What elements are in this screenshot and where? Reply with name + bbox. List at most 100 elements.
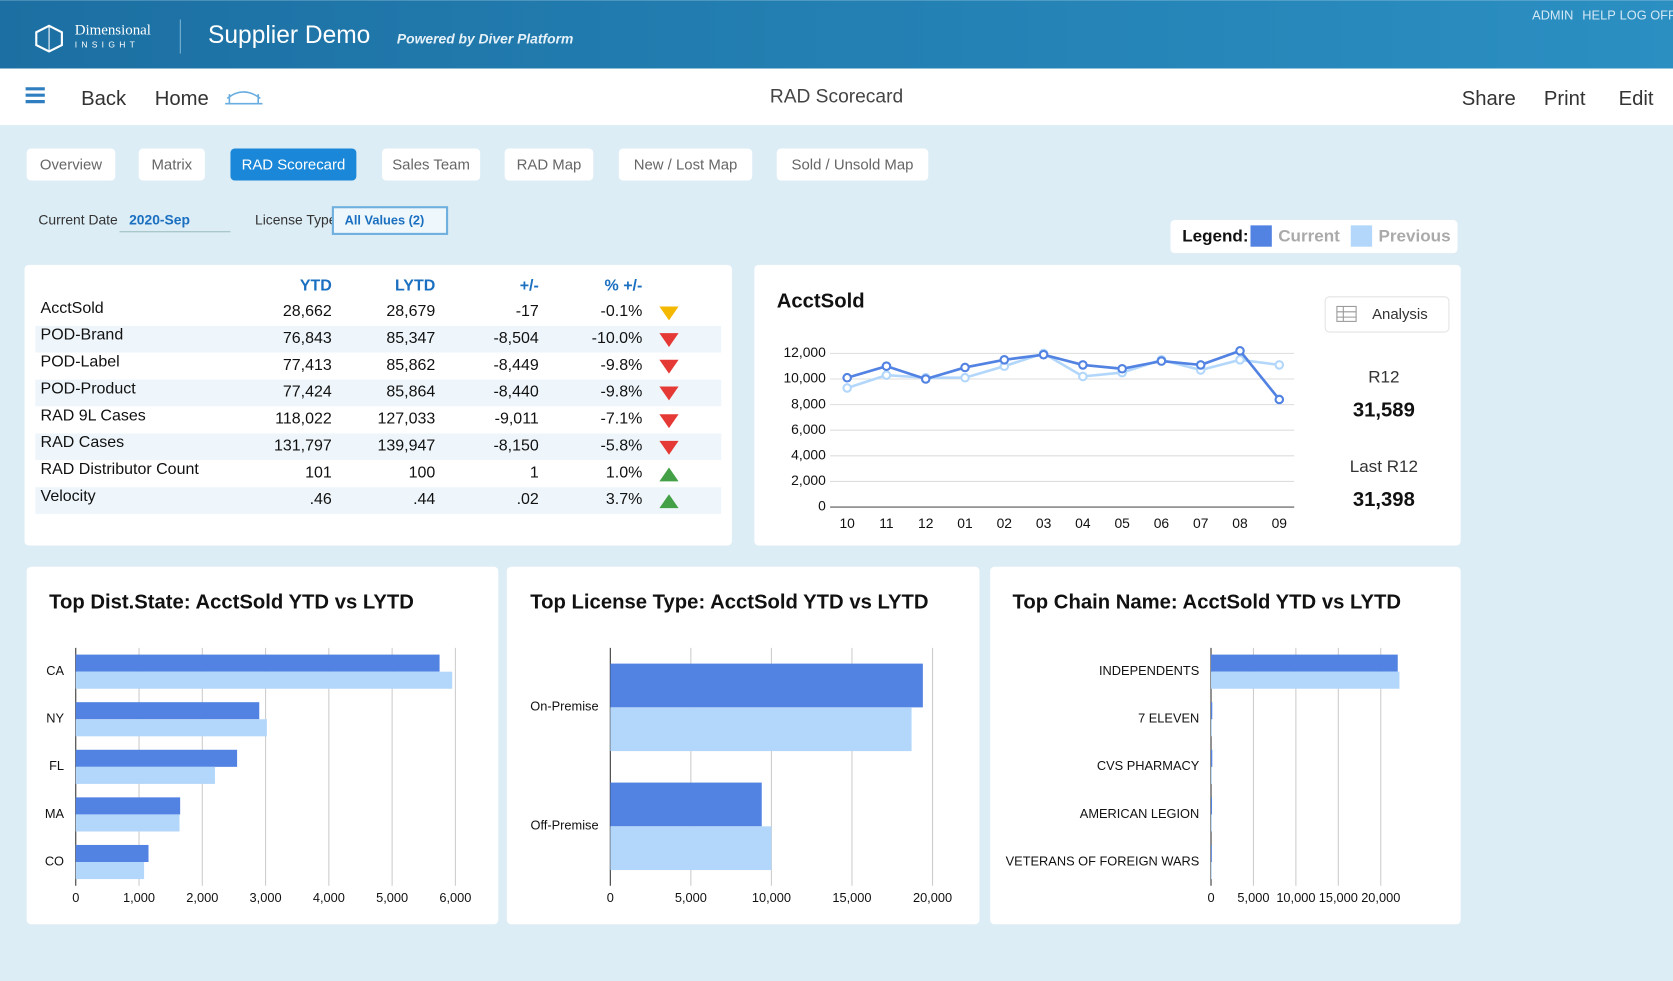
point bbox=[1235, 354, 1245, 365]
edit-button[interactable]: Edit bbox=[1619, 88, 1654, 110]
license-value[interactable]: All Values (2) bbox=[345, 212, 425, 227]
row-label: POD-Product bbox=[41, 380, 137, 397]
bar bbox=[1211, 671, 1400, 689]
x-tick-label: 15,000 bbox=[832, 890, 871, 905]
cell: -5.8% bbox=[601, 437, 643, 454]
cell: -8,504 bbox=[493, 330, 538, 347]
back-button[interactable]: Back bbox=[81, 88, 127, 110]
tab[interactable] bbox=[138, 148, 205, 181]
cell: -8,449 bbox=[493, 357, 538, 374]
tab-label[interactable]: Matrix bbox=[151, 157, 192, 174]
print-button[interactable]: Print bbox=[1544, 88, 1586, 110]
point bbox=[1078, 360, 1088, 370]
bar bbox=[75, 814, 180, 832]
y-tick-label: 0 bbox=[818, 498, 826, 514]
admin-link[interactable]: ADMIN bbox=[1532, 8, 1573, 23]
x-tick-label: 6,000 bbox=[439, 890, 471, 905]
y-tick-label: 12,000 bbox=[783, 344, 826, 360]
last-r12-value: 31,398 bbox=[1353, 489, 1415, 511]
arrow-down bbox=[659, 440, 679, 455]
tab[interactable] bbox=[230, 148, 357, 181]
arrow-down bbox=[659, 306, 679, 321]
line-series bbox=[846, 349, 1281, 401]
bar bbox=[610, 707, 912, 752]
column-header: YTD bbox=[300, 277, 332, 294]
row-stripe bbox=[35, 379, 722, 407]
point bbox=[1078, 371, 1088, 382]
tab[interactable] bbox=[504, 148, 594, 181]
column-header: LYTD bbox=[395, 277, 435, 294]
bar bbox=[75, 862, 145, 880]
tab[interactable] bbox=[776, 148, 929, 181]
x-tick-label: 10 bbox=[839, 515, 855, 531]
cell: 1 bbox=[530, 464, 539, 481]
y-tick-label: 6,000 bbox=[791, 421, 826, 437]
license-select[interactable] bbox=[331, 206, 449, 235]
tab-label[interactable]: RAD Scorecard bbox=[242, 157, 346, 174]
cell: -17 bbox=[516, 303, 539, 320]
point bbox=[960, 362, 970, 373]
point bbox=[1235, 346, 1245, 356]
cell: 1.0% bbox=[606, 464, 642, 481]
cell: 127,033 bbox=[377, 411, 435, 428]
bar bbox=[1211, 719, 1212, 737]
point bbox=[1274, 394, 1285, 405]
date-value[interactable]: 2020-Sep bbox=[129, 212, 190, 228]
y-tick-label: 8,000 bbox=[791, 395, 826, 411]
cell: 28,679 bbox=[386, 303, 435, 320]
x-tick-label: 3,000 bbox=[250, 890, 282, 905]
arrow-up bbox=[659, 494, 679, 509]
arrow-down bbox=[659, 333, 679, 347]
legend-current: Current bbox=[1278, 227, 1340, 246]
y-tick-label: CA bbox=[46, 663, 64, 678]
trend-arrows bbox=[659, 306, 679, 509]
x-tick-label: 04 bbox=[1075, 515, 1091, 531]
tab[interactable] bbox=[618, 148, 753, 181]
analysis-label[interactable]: Analysis bbox=[1372, 306, 1428, 323]
y-tick-label: CVS PHARMACY bbox=[1097, 758, 1200, 773]
bar bbox=[610, 782, 762, 827]
app-title: Supplier Demo bbox=[208, 22, 370, 49]
cell: -0.1% bbox=[601, 303, 643, 320]
point bbox=[881, 370, 892, 380]
help-link[interactable]: HELP bbox=[1582, 8, 1615, 23]
logo-text: Dimensional bbox=[75, 23, 151, 39]
tab-label[interactable]: New / Lost Map bbox=[634, 157, 738, 174]
logo bbox=[35, 24, 63, 53]
tab-label[interactable]: RAD Map bbox=[517, 157, 582, 174]
home-button[interactable]: Home bbox=[155, 88, 209, 110]
tab[interactable] bbox=[26, 148, 116, 181]
bar bbox=[75, 671, 453, 689]
x-tick-label: 10,000 bbox=[1276, 890, 1315, 905]
y-tick-label: VETERANS OF FOREIGN WARS bbox=[1006, 853, 1200, 868]
x-tick-label: 09 bbox=[1272, 515, 1288, 531]
bar bbox=[75, 654, 440, 672]
row-label: POD-Label bbox=[41, 354, 120, 371]
x-tick-label: 20,000 bbox=[913, 890, 952, 905]
tab[interactable] bbox=[381, 148, 481, 181]
tab-label[interactable]: Sold / Unsold Map bbox=[792, 157, 914, 174]
x-tick-label: 1,000 bbox=[123, 890, 155, 905]
point bbox=[1274, 360, 1285, 370]
cell: -10.0% bbox=[592, 330, 643, 347]
x-tick-label: 07 bbox=[1193, 515, 1209, 531]
x-tick-label: 11 bbox=[879, 515, 894, 531]
menu-icon[interactable] bbox=[25, 87, 45, 104]
cell: 118,022 bbox=[275, 411, 332, 428]
share-button[interactable]: Share bbox=[1462, 88, 1516, 110]
x-tick-label: 0 bbox=[607, 890, 614, 905]
cell: -9.8% bbox=[601, 357, 643, 374]
tab-label[interactable]: Overview bbox=[40, 157, 102, 174]
y-tick-label: On-Premise bbox=[530, 699, 598, 714]
point bbox=[881, 361, 892, 372]
logoff-link[interactable]: LOG OFF bbox=[1620, 8, 1673, 23]
cell: 131,797 bbox=[274, 437, 332, 454]
y-tick-label: 2,000 bbox=[791, 472, 826, 488]
x-tick-label: 06 bbox=[1154, 515, 1170, 531]
tab-label[interactable]: Sales Team bbox=[392, 157, 470, 174]
analysis-button[interactable] bbox=[1324, 296, 1450, 333]
y-tick-label: 4,000 bbox=[791, 446, 826, 462]
row-stripe bbox=[35, 487, 722, 514]
cell: 85,347 bbox=[386, 330, 435, 347]
